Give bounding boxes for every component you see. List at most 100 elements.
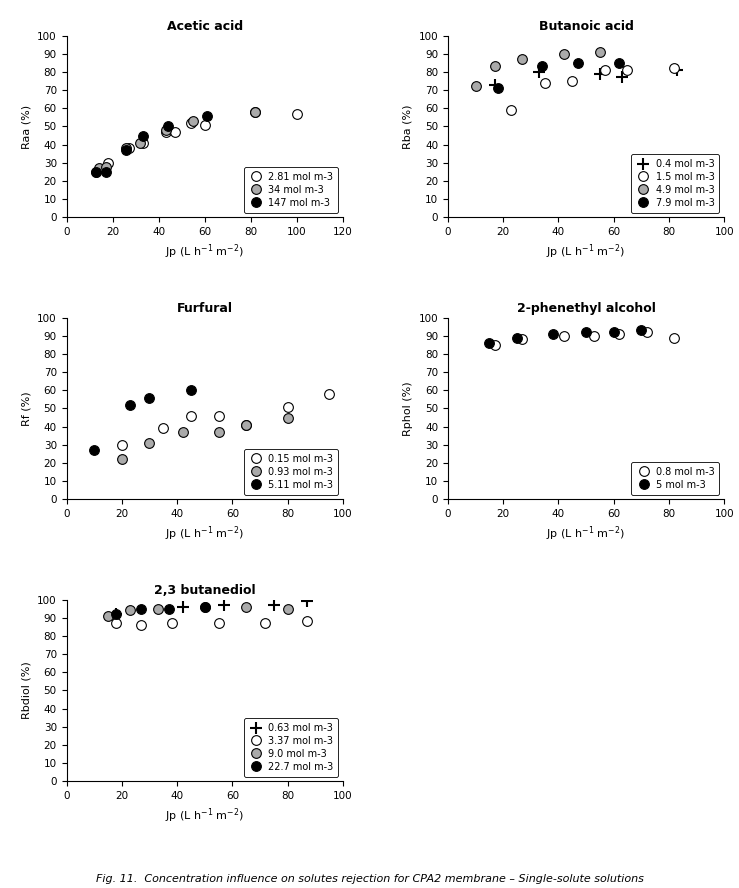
5 mol m-3 [637, 325, 646, 336]
5.11 mol m-3 [126, 400, 134, 410]
1.5 mol m-3 [670, 63, 679, 74]
4.9 mol m-3 [471, 81, 480, 91]
X-axis label: Jp (L h$^{-1}$ m$^{-2}$): Jp (L h$^{-1}$ m$^{-2}$) [165, 242, 245, 261]
3.37 mol m-3 [214, 618, 223, 629]
22.7 mol m-3 [137, 603, 146, 614]
0.93 mol m-3 [118, 454, 126, 464]
X-axis label: Jp (L h$^{-1}$ m$^{-2}$): Jp (L h$^{-1}$ m$^{-2}$) [165, 806, 245, 825]
Text: Fig. 11.  Concentration influence on solutes rejection for CPA2 membrane – Singl: Fig. 11. Concentration influence on solu… [95, 874, 644, 884]
0.15 mol m-3 [118, 440, 126, 450]
3.37 mol m-3 [112, 618, 120, 629]
2.81 mol m-3 [293, 108, 302, 119]
Legend: 0.8 mol m-3, 5 mol m-3: 0.8 mol m-3, 5 mol m-3 [631, 462, 719, 495]
2.81 mol m-3 [138, 138, 147, 148]
Legend: 0.4 mol m-3, 1.5 mol m-3, 4.9 mol m-3, 7.9 mol m-3: 0.4 mol m-3, 1.5 mol m-3, 4.9 mol m-3, 7… [631, 155, 719, 212]
7.9 mol m-3 [615, 58, 624, 68]
34 mol m-3 [122, 143, 131, 154]
7.9 mol m-3 [573, 58, 582, 68]
9.0 mol m-3 [126, 605, 134, 615]
0.63 mol m-3 [302, 596, 311, 607]
2.81 mol m-3 [186, 117, 195, 128]
5 mol m-3 [548, 329, 557, 339]
Legend: 0.15 mol m-3, 0.93 mol m-3, 5.11 mol m-3: 0.15 mol m-3, 0.93 mol m-3, 5.11 mol m-3 [244, 449, 338, 495]
0.93 mol m-3 [283, 412, 292, 423]
0.8 mol m-3 [590, 330, 599, 341]
1.5 mol m-3 [623, 65, 632, 75]
Y-axis label: Rbdiol (%): Rbdiol (%) [21, 662, 32, 719]
0.63 mol m-3 [112, 609, 120, 620]
X-axis label: Jp (L h$^{-1}$ m$^{-2}$): Jp (L h$^{-1}$ m$^{-2}$) [546, 525, 626, 543]
0.8 mol m-3 [518, 334, 527, 345]
9.0 mol m-3 [200, 601, 209, 612]
Title: 2-phenethyl alcohol: 2-phenethyl alcohol [517, 302, 655, 315]
1.5 mol m-3 [540, 77, 549, 88]
4.9 mol m-3 [491, 61, 500, 72]
Title: 2,3 butanediol: 2,3 butanediol [154, 584, 256, 597]
0.63 mol m-3 [269, 599, 278, 610]
5 mol m-3 [609, 327, 618, 337]
Title: Acetic acid: Acetic acid [166, 20, 242, 33]
3.37 mol m-3 [302, 616, 311, 627]
4.9 mol m-3 [559, 48, 568, 59]
147 mol m-3 [138, 131, 147, 141]
9.0 mol m-3 [103, 611, 112, 622]
5.11 mol m-3 [186, 385, 195, 396]
0.8 mol m-3 [491, 339, 500, 350]
9.0 mol m-3 [283, 603, 292, 614]
2.81 mol m-3 [92, 167, 101, 178]
4.9 mol m-3 [518, 54, 527, 65]
34 mol m-3 [136, 138, 145, 148]
7.9 mol m-3 [537, 61, 546, 72]
4.9 mol m-3 [596, 46, 605, 57]
Y-axis label: Raa (%): Raa (%) [21, 105, 32, 148]
Line: 0.93 mol m-3: 0.93 mol m-3 [117, 413, 293, 464]
Y-axis label: Rphol (%): Rphol (%) [403, 381, 413, 436]
5 mol m-3 [485, 337, 494, 348]
0.63 mol m-3 [219, 599, 228, 610]
5.11 mol m-3 [89, 445, 98, 456]
0.4 mol m-3 [618, 72, 627, 83]
7.9 mol m-3 [493, 83, 502, 93]
34 mol m-3 [101, 162, 110, 172]
Line: 34 mol m-3: 34 mol m-3 [94, 107, 260, 173]
Line: 22.7 mol m-3: 22.7 mol m-3 [112, 602, 210, 619]
0.93 mol m-3 [214, 427, 223, 438]
3.37 mol m-3 [137, 620, 146, 630]
0.8 mol m-3 [615, 329, 624, 339]
X-axis label: Jp (L h$^{-1}$ m$^{-2}$): Jp (L h$^{-1}$ m$^{-2}$) [165, 525, 245, 543]
147 mol m-3 [202, 110, 211, 121]
Line: 9.0 mol m-3: 9.0 mol m-3 [103, 602, 293, 621]
0.15 mol m-3 [214, 410, 223, 421]
34 mol m-3 [251, 107, 260, 117]
Line: 5 mol m-3: 5 mol m-3 [485, 325, 646, 348]
0.93 mol m-3 [178, 427, 187, 438]
0.15 mol m-3 [242, 419, 251, 430]
34 mol m-3 [188, 115, 197, 126]
22.7 mol m-3 [112, 609, 120, 620]
3.37 mol m-3 [261, 618, 270, 629]
Line: 7.9 mol m-3: 7.9 mol m-3 [493, 58, 624, 93]
Line: 5.11 mol m-3: 5.11 mol m-3 [89, 385, 196, 456]
22.7 mol m-3 [200, 601, 209, 612]
1.5 mol m-3 [568, 75, 576, 86]
0.4 mol m-3 [491, 79, 500, 90]
0.93 mol m-3 [145, 438, 154, 448]
0.8 mol m-3 [559, 330, 568, 341]
9.0 mol m-3 [242, 601, 251, 612]
Title: Butanoic acid: Butanoic acid [539, 20, 633, 33]
147 mol m-3 [163, 121, 172, 131]
0.4 mol m-3 [596, 68, 605, 79]
2.81 mol m-3 [251, 107, 260, 117]
2.81 mol m-3 [161, 127, 170, 138]
Line: 3.37 mol m-3: 3.37 mol m-3 [112, 616, 312, 630]
Line: 0.15 mol m-3: 0.15 mol m-3 [117, 389, 334, 449]
34 mol m-3 [161, 125, 170, 136]
22.7 mol m-3 [164, 603, 173, 614]
147 mol m-3 [101, 167, 110, 178]
0.15 mol m-3 [283, 401, 292, 412]
Legend: 0.63 mol m-3, 3.37 mol m-3, 9.0 mol m-3, 22.7 mol m-3: 0.63 mol m-3, 3.37 mol m-3, 9.0 mol m-3,… [244, 718, 338, 777]
5 mol m-3 [513, 332, 522, 343]
0.8 mol m-3 [670, 332, 679, 343]
1.5 mol m-3 [507, 105, 516, 115]
0.63 mol m-3 [178, 601, 187, 612]
